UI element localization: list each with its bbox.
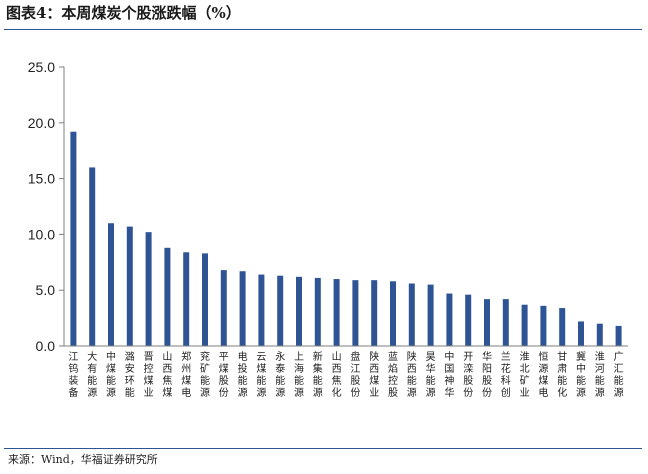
y-tick-label: 5.0 [36,282,56,298]
bar [540,305,547,346]
bar [446,293,453,346]
y-tick-label: 10.0 [28,226,55,242]
y-tick-label: 0.0 [36,338,56,354]
x-tick-label: 广汇能源 [614,351,624,399]
y-tick-label: 15.0 [28,171,55,187]
x-tick-label: 兖矿能源 [200,350,210,399]
bar [126,226,133,346]
bar [220,270,227,346]
x-axis: 江钨装备大有能源中煤能源潞安环能晋控煤业山西焦煤郑州煤电兖矿能源平煤股份电投能源… [64,345,628,399]
x-tick-label: 淮河能源 [595,351,605,399]
x-tick-label: 山西焦化 [332,351,342,399]
bar [559,308,566,346]
x-tick-label: 新集能源 [313,350,323,399]
bar [427,284,434,346]
bars [70,131,622,346]
x-tick-label: 华阳股份 [482,350,492,399]
x-tick-label: 冀中能源 [576,350,586,399]
title-rule [4,29,642,30]
x-tick-label: 山西焦煤 [162,351,172,399]
bar [371,280,378,346]
x-tick-label: 陕西煤业 [369,350,379,399]
bar [352,280,359,346]
x-tick-label: 中国神华 [444,350,454,399]
y-tick-label: 25.0 [28,59,55,75]
source-note: 来源：Wind，华福证券研究所 [8,453,158,466]
x-tick-label: 盘江股份 [350,350,360,399]
bar [390,281,396,346]
bar [465,294,472,346]
bar [596,323,603,346]
bar [578,321,584,346]
x-tick-label: 大有能源 [87,350,97,399]
bar [314,277,321,346]
bar [70,131,77,346]
bar [502,299,509,346]
y-axis: 0.0 5.0 10.0 15.0 20.0 25.0 [28,59,65,354]
x-tick-label: 云煤能源 [256,352,266,399]
bar [333,279,340,346]
bar [484,299,490,346]
bar [89,167,96,346]
x-tick-label: 甘肃能化 [557,350,567,399]
x-tick-label: 昊华能源 [426,351,436,399]
bar [521,304,528,346]
bar [202,253,208,346]
x-tick-label: 淮北矿业 [520,351,530,399]
bar [183,252,190,346]
x-tick-label: 潞安环能 [125,350,135,399]
bar [277,275,284,346]
x-tick-label: 蓝焰控股 [388,351,398,399]
bar [164,247,171,346]
figure-title: 图表4：本周煤炭个股涨跌幅（%） [6,4,241,22]
x-tick-label: 恒源煤电 [538,350,548,399]
bar [239,271,246,346]
y-tick-label: 20.0 [28,115,55,131]
x-tick-label: 开滦股份 [463,352,473,399]
x-tick-label: 上海能源 [294,351,304,399]
bar [258,274,265,346]
x-tick-label: 永泰能源 [275,350,285,399]
bar [108,223,114,346]
x-tick-label: 中煤能源 [106,350,116,399]
x-tick-label: 电投能源 [238,350,248,399]
bar-chart: 0.0 5.0 10.0 15.0 20.0 25.0 江钨装备大有能源中煤能源潞安环能晋… [28,59,628,399]
x-tick-label: 郑州煤电 [181,350,191,399]
x-tick-label: 晋控煤业 [144,351,154,399]
x-tick-label: 平煤股份 [219,352,229,399]
bar [615,325,622,346]
x-tick-label: 陕西能源 [407,350,417,399]
x-tick-label: 兰花科创 [501,350,511,399]
bar [408,283,415,346]
bar [296,276,302,346]
source-rule [4,448,642,449]
x-tick-label: 江钨装备 [68,351,78,399]
bar [145,232,152,346]
